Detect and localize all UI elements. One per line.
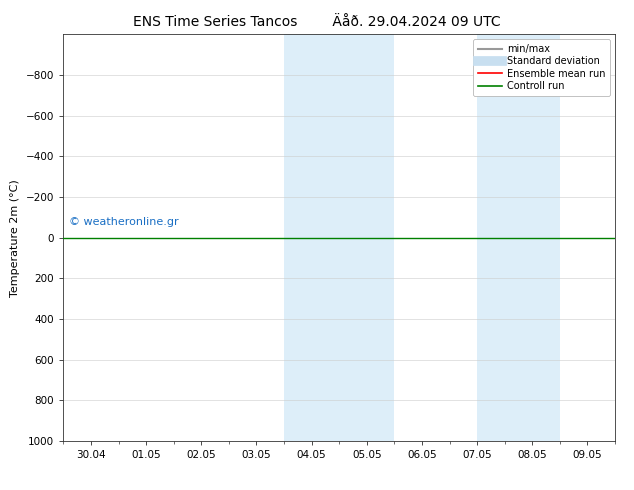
Y-axis label: Temperature 2m (°C): Temperature 2m (°C) (10, 179, 20, 296)
Bar (477, 34, 505, 441)
Legend: min/max, Standard deviation, Ensemble mean run, Controll run: min/max, Standard deviation, Ensemble me… (473, 39, 610, 96)
Text: © weatheronline.gr: © weatheronline.gr (69, 218, 179, 227)
Bar (284, 34, 339, 441)
Text: ENS Time Series Tancos        Äåð. 29.04.2024 09 UTC: ENS Time Series Tancos Äåð. 29.04.2024 0… (133, 15, 501, 29)
Bar (505, 34, 560, 441)
Bar (339, 34, 394, 441)
